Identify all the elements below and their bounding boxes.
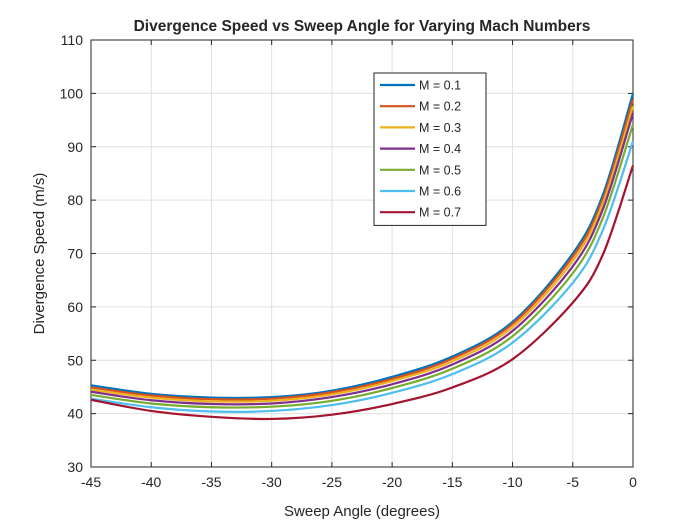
y-tick-label: 70	[67, 246, 83, 262]
ticks: -45 -40 -35 -30 -25 -20 -15 -10 -5 0 30 40 50 60 70 80 9…	[60, 32, 637, 490]
y-tick-label: 90	[67, 139, 83, 155]
x-tick-label: -25	[322, 474, 342, 490]
legend-label: M = 0.7	[419, 206, 461, 220]
x-tick-label: -5	[567, 474, 580, 490]
y-axis-label: Divergence Speed (m/s)	[31, 173, 48, 335]
x-tick-label: -35	[201, 474, 221, 490]
series-line-7	[90, 165, 635, 421]
x-tick-label: -15	[442, 474, 462, 490]
y-tick-label: 110	[61, 32, 84, 48]
y-tick-label: 100	[60, 85, 84, 101]
series-line-3	[90, 105, 635, 403]
y-tick-label: 80	[67, 192, 83, 208]
x-tick-label: -40	[141, 474, 161, 490]
legend: M = 0.1 M = 0.2 M = 0.3 M = 0.4 M = 0.5 M = 0…	[373, 72, 487, 226]
series-line-2	[90, 98, 635, 401]
y-tick-label: 60	[67, 299, 83, 315]
series-line-5	[90, 123, 635, 409]
y-tick-label: 40	[67, 406, 83, 422]
legend-label: M = 0.2	[419, 100, 461, 114]
x-axis-label: Sweep Angle (degrees)	[284, 503, 440, 520]
series-line-6	[90, 141, 635, 413]
x-tick-label: 0	[629, 474, 637, 490]
legend-label: M = 0.4	[419, 142, 461, 156]
legend-label: M = 0.5	[419, 163, 461, 177]
legend-label: M = 0.3	[419, 121, 461, 135]
y-tick-label: 50	[67, 352, 83, 368]
legend-label: M = 0.6	[419, 185, 461, 199]
y-tick-label: 30	[67, 459, 83, 475]
x-tick-label: -30	[262, 474, 282, 490]
series-line-1	[90, 93, 635, 400]
series-line-4	[90, 112, 635, 406]
x-tick-label: -10	[502, 474, 522, 490]
x-tick-label: -20	[382, 474, 402, 490]
series-group	[90, 93, 635, 421]
legend-label: M = 0.1	[419, 79, 461, 93]
x-tick-label: -45	[81, 474, 101, 490]
chart-title: Divergence Speed vs Sweep Angle for Vary…	[134, 18, 591, 35]
